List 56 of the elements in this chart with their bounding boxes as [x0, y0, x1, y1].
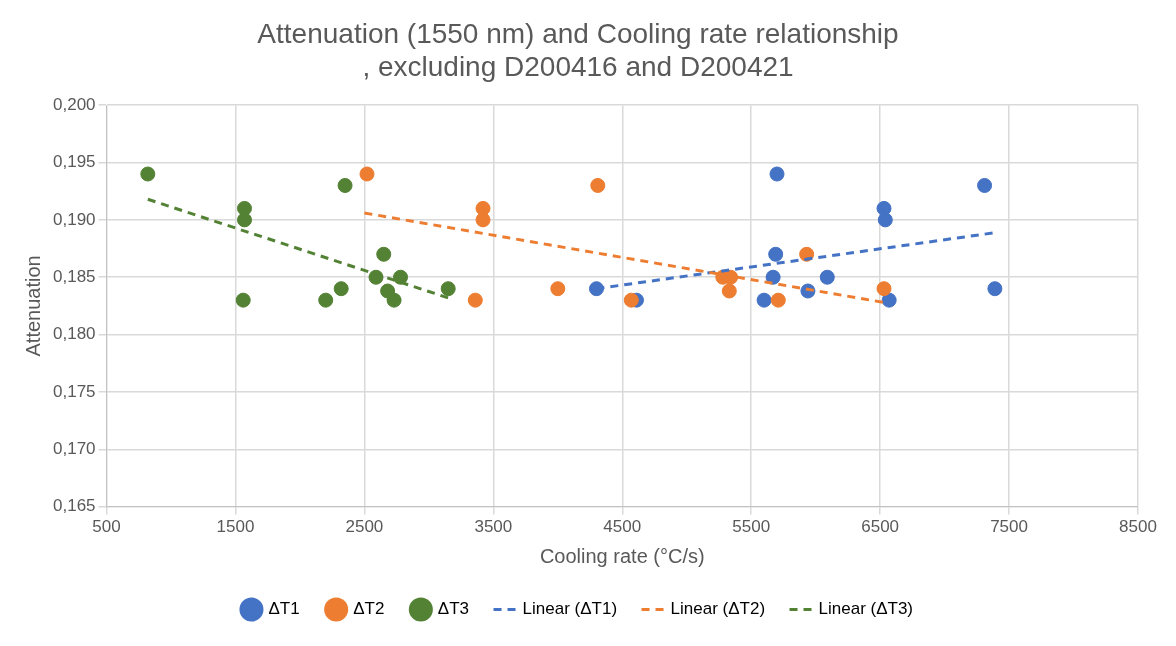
- point: [770, 292, 786, 308]
- point: [623, 292, 639, 308]
- y-axis-title: Attenuation: [21, 255, 44, 357]
- y-tick-label: 0,180: [52, 324, 96, 344]
- point: [987, 281, 1003, 297]
- legend-label: Linear (ΔT2): [670, 599, 766, 619]
- point: [318, 292, 334, 308]
- point: [881, 292, 897, 308]
- legend-label: Linear (ΔT1): [522, 599, 618, 619]
- point: [467, 292, 483, 308]
- point: [721, 283, 737, 299]
- point: [756, 292, 772, 308]
- point: [765, 269, 781, 285]
- point: [877, 212, 893, 228]
- point: [359, 166, 375, 182]
- point: [237, 212, 252, 228]
- point: [475, 212, 491, 228]
- point: [590, 177, 606, 193]
- point: [550, 281, 566, 297]
- point: [977, 177, 993, 193]
- point: [769, 166, 785, 182]
- legend-label: Linear (ΔT3): [818, 599, 914, 619]
- point: [393, 269, 409, 285]
- x-axis-title: Cooling rate (°C/s): [539, 544, 705, 567]
- point: [235, 292, 251, 308]
- point: [333, 281, 349, 297]
- legend-label: ΔT2: [353, 599, 385, 619]
- x-tick-label: 7500: [990, 517, 1028, 537]
- y-tick-label: 0,185: [52, 266, 96, 286]
- point: [440, 281, 456, 297]
- y-tick-label: 0,200: [52, 94, 96, 114]
- y-tick-label: 0,190: [52, 209, 96, 229]
- legend-label: ΔT3: [437, 599, 470, 619]
- x-tick-label: 6500: [861, 517, 900, 537]
- point: [588, 281, 604, 297]
- point: [337, 177, 353, 193]
- point: [876, 281, 892, 297]
- point: [768, 246, 784, 262]
- x-tick-label: 3500: [474, 517, 513, 537]
- legend-label: ΔT1: [268, 599, 300, 619]
- x-tick-label: 4500: [603, 517, 642, 537]
- point: [140, 166, 156, 182]
- x-tick-label: 5500: [732, 517, 771, 537]
- y-tick-label: 0,175: [52, 381, 96, 401]
- y-tick-label: 0,165: [52, 496, 96, 516]
- x-tick-label: 2500: [345, 517, 384, 537]
- x-tick-label: 1500: [216, 517, 255, 537]
- y-tick-label: 0,195: [52, 152, 96, 172]
- point: [376, 246, 392, 262]
- x-tick-label: 500: [92, 517, 121, 537]
- x-tick-label: 8500: [1119, 517, 1157, 537]
- y-tick-label: 0,170: [52, 438, 96, 458]
- point: [819, 269, 835, 285]
- point: [237, 200, 252, 216]
- chart-title: Attenuation (1550 nm) and Cooling rate relationship , excluding D200416 and D200421: [257, 17, 899, 83]
- point: [386, 292, 402, 308]
